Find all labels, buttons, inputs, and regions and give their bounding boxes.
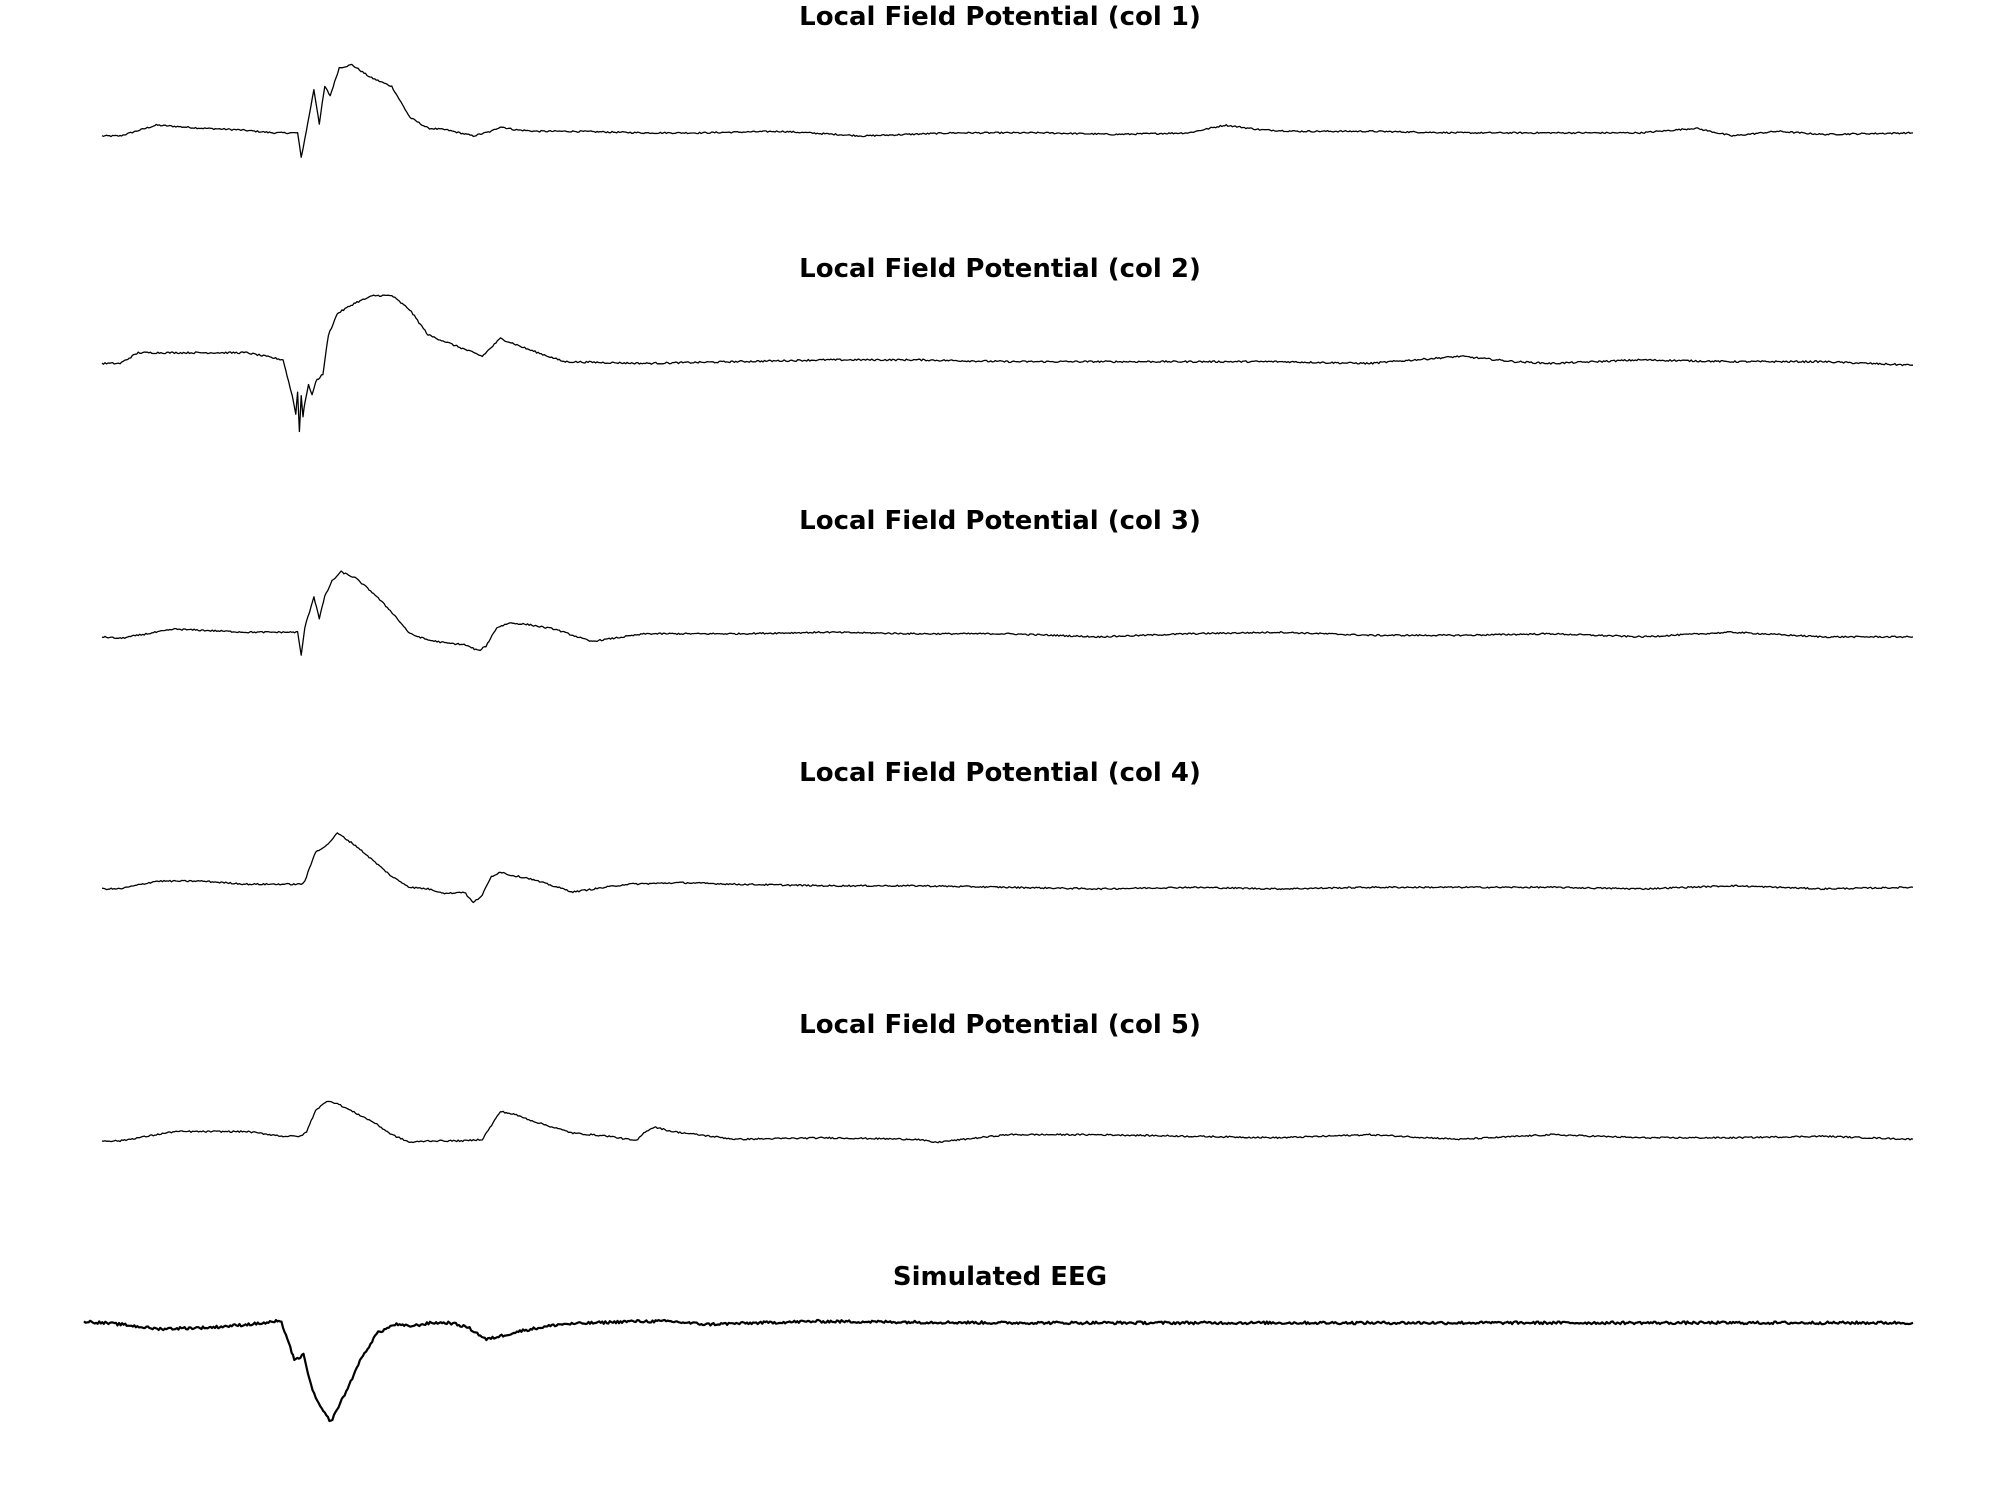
series-line — [101, 832, 1914, 904]
lfp-col2-panel: Local Field Potential (col 2) — [0, 252, 2000, 502]
panel-title: Local Field Potential (col 2) — [799, 254, 1201, 284]
lfp-col1-trace — [101, 63, 1914, 158]
eeg-panel: Simulated EEG — [0, 1260, 2000, 1500]
lfp-col4-panel: Local Field Potential (col 4) — [0, 756, 2000, 1006]
lfp-col5-trace — [101, 1100, 1914, 1144]
panel-title: Local Field Potential (col 1) — [799, 2, 1201, 32]
panel-title: Local Field Potential (col 5) — [799, 1010, 1201, 1040]
series-line — [101, 63, 1914, 158]
series-line — [101, 570, 1914, 656]
lfp-col3-panel: Local Field Potential (col 3) — [0, 504, 2000, 754]
lfp-col1-panel: Local Field Potential (col 1) — [0, 0, 2000, 250]
panel-title: Local Field Potential (col 4) — [799, 758, 1201, 788]
lfp-col3-trace — [101, 570, 1914, 656]
panel-title: Simulated EEG — [892, 1262, 1108, 1292]
series-line — [101, 1100, 1914, 1144]
lfp-col4-trace — [101, 832, 1914, 904]
lfp-col5-panel: Local Field Potential (col 5) — [0, 1008, 2000, 1258]
lfp-col2-trace — [101, 294, 1913, 433]
series-line — [83, 1318, 1914, 1423]
panel-title: Local Field Potential (col 3) — [799, 506, 1201, 536]
eeg-trace — [83, 1318, 1914, 1423]
series-line — [101, 294, 1913, 433]
